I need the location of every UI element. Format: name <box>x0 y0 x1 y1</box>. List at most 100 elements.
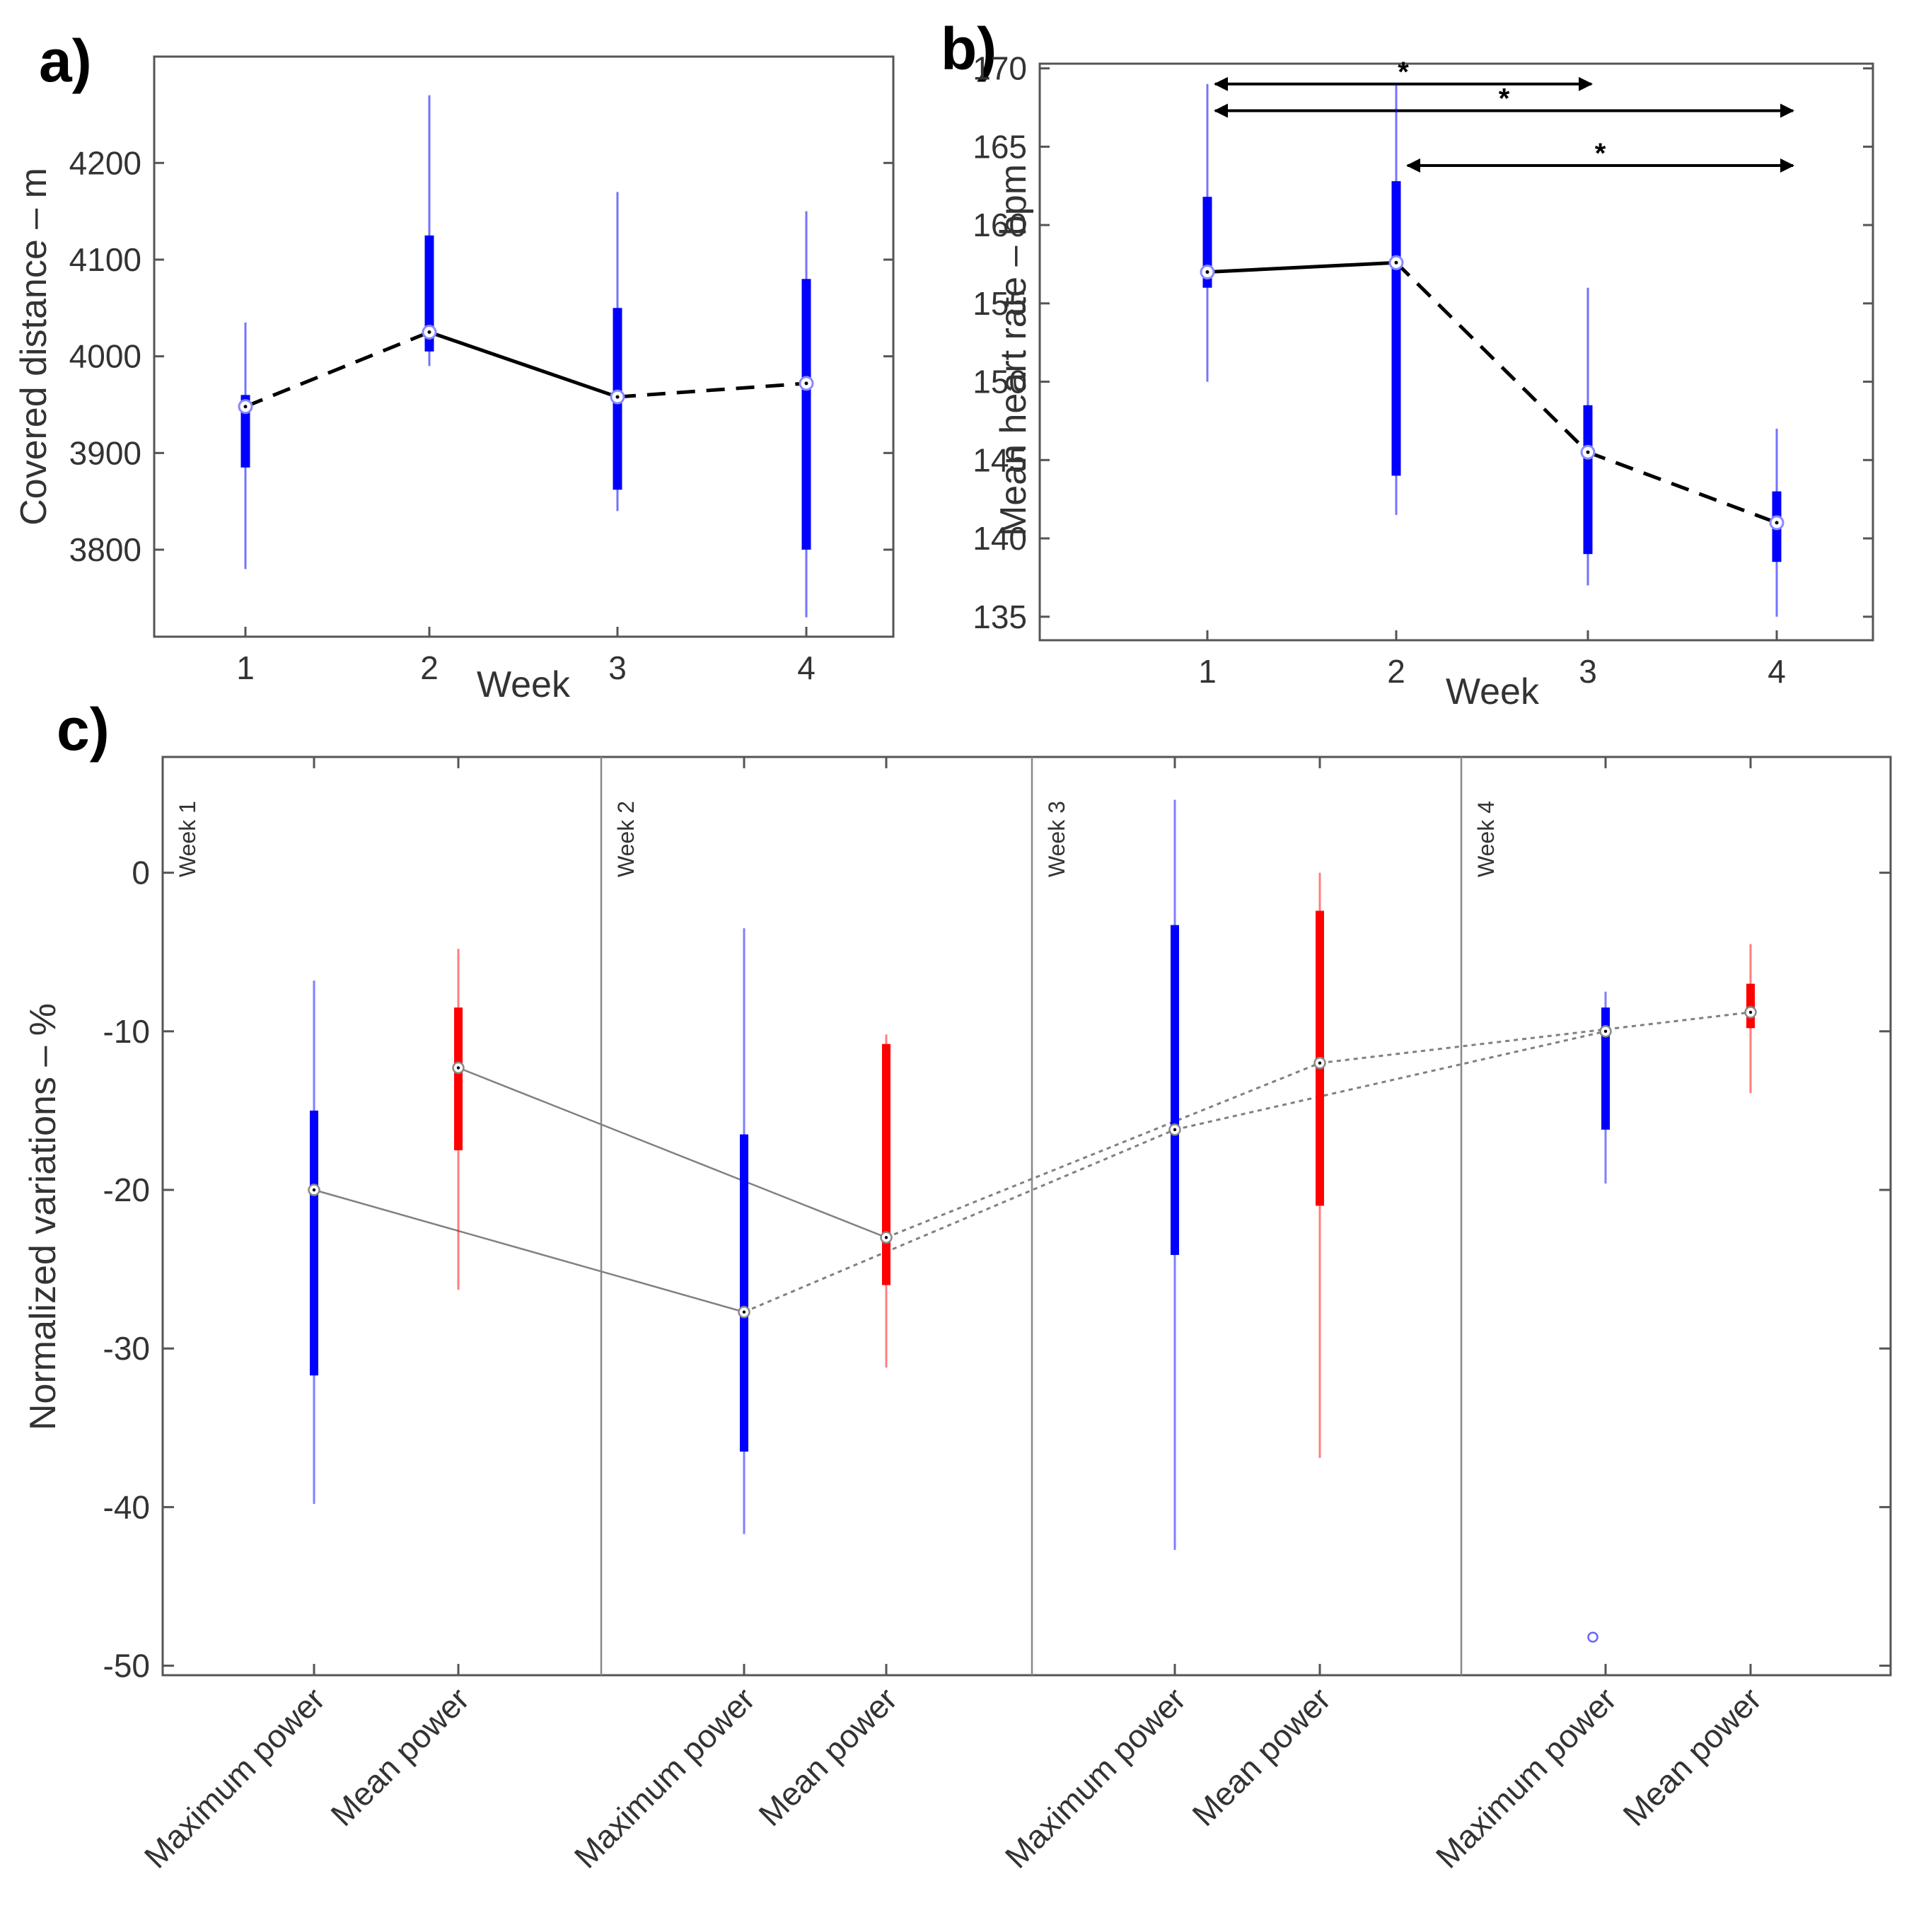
c-connector-line <box>1174 1030 1606 1131</box>
b-ytick-label: 145 <box>973 441 1027 478</box>
b-ytick-label: 135 <box>973 598 1027 635</box>
b-box <box>1391 181 1401 476</box>
c-median-dot <box>1318 1061 1322 1065</box>
significance-star: * <box>1398 57 1409 88</box>
c-median-dot <box>312 1188 316 1192</box>
c-connector-line <box>1319 1011 1751 1065</box>
c-connector-line <box>458 1067 887 1239</box>
a-connector-line <box>617 381 807 399</box>
a-median-dot <box>427 330 431 334</box>
c-ytick-label: 0 <box>132 855 150 891</box>
a-box <box>801 279 811 550</box>
c-category-label: Mean power <box>323 1680 476 1833</box>
c-connector-line <box>743 1128 1176 1314</box>
a-ytick-label: 4200 <box>69 144 141 181</box>
c-outlier <box>1587 1631 1598 1643</box>
a-ytick-label: 3800 <box>69 531 141 568</box>
panel-c-frame <box>161 756 1892 1677</box>
c-box <box>882 1043 890 1285</box>
b-ytick-label: 150 <box>973 364 1027 400</box>
panel-b-frame <box>1038 62 1874 642</box>
a-median-dot <box>615 395 620 399</box>
b-median-dot <box>1586 450 1590 454</box>
a-median-dot <box>243 405 248 409</box>
b-ytick-label: 140 <box>973 520 1027 557</box>
c-median-dot <box>1748 1010 1753 1014</box>
a-ytick-label: 4100 <box>69 241 141 278</box>
c-category-label: Mean power <box>1615 1680 1768 1833</box>
c-box <box>1171 925 1179 1255</box>
panel-c-boxes <box>308 799 1757 1643</box>
c-median-dot <box>884 1236 888 1239</box>
c-ytick-label: -30 <box>103 1330 150 1367</box>
week-group-label: Week 3 <box>1044 801 1069 877</box>
panel-c-chart: c) Week 1 Week 2 Week 3 Week 4 -50 -40 -30 -20… <box>23 696 1892 1875</box>
c-median-dot <box>742 1310 746 1314</box>
b-median-dot <box>1205 270 1209 274</box>
b-ytick-label: 160 <box>973 207 1027 243</box>
a-xtick-label: 4 <box>797 649 816 686</box>
c-category-label: Maximum power <box>998 1680 1193 1875</box>
panel-a-letter: a) <box>39 28 92 94</box>
panel-b-significance: * * * <box>1214 57 1794 173</box>
panel-a-boxes <box>238 95 814 618</box>
a-connector-line <box>429 330 618 399</box>
a-box <box>424 235 434 352</box>
c-median-dot <box>1603 1029 1608 1034</box>
a-xtick-label: 3 <box>608 649 627 686</box>
c-connector-line <box>886 1062 1321 1239</box>
panel-c-week-labels: Week 1 Week 2 Week 3 Week 4 <box>175 801 1499 877</box>
panel-b-y-ticks: 135 140 145 150 155 160 165 170 <box>973 50 1873 635</box>
a-xtick-label: 1 <box>236 649 255 686</box>
c-box <box>310 1110 318 1376</box>
c-median-dot <box>1173 1128 1177 1132</box>
a-connector-line <box>245 330 430 409</box>
panel-a-y-ticks: 3800 3900 4000 4100 4200 <box>69 144 893 568</box>
panel-c-week-dividers <box>600 757 1463 1675</box>
panel-a-frame <box>153 55 895 638</box>
b-xtick-label: 1 <box>1198 653 1217 690</box>
c-box <box>1746 983 1755 1029</box>
panel-b-boxes <box>1200 83 1785 617</box>
panel-a-chart: a) 3800 3900 4000 4100 4200 1 2 3 4 Week Covere… <box>13 28 895 705</box>
significance-star: * <box>1499 83 1510 114</box>
week-group-label: Week 4 <box>1473 801 1499 877</box>
panel-b-y-label: Mean heart rate – bpm <box>993 164 1034 536</box>
b-ytick-label: 165 <box>973 128 1027 165</box>
c-box <box>1601 1007 1610 1130</box>
b-median-dot <box>1775 521 1779 525</box>
b-connector-line <box>1587 450 1777 525</box>
b-xtick-label: 3 <box>1579 653 1597 690</box>
c-category-label: Maximum power <box>567 1680 762 1875</box>
c-ytick-label: -40 <box>103 1488 150 1525</box>
panel-a-x-label: Week <box>477 664 571 705</box>
a-xtick-label: 2 <box>420 649 439 686</box>
c-category-label: Mean power <box>1185 1680 1338 1833</box>
b-ytick-label: 155 <box>973 285 1027 322</box>
c-ytick-label: -20 <box>103 1172 150 1208</box>
a-median-dot <box>804 381 808 386</box>
week-group-label: Week 1 <box>175 801 200 877</box>
a-ytick-label: 3900 <box>69 434 141 471</box>
c-category-label: Maximum power <box>1429 1680 1623 1875</box>
b-xtick-label: 2 <box>1387 653 1405 690</box>
panel-a-connectors <box>245 330 807 409</box>
b-xtick-label: 4 <box>1768 653 1786 690</box>
panel-c-letter: c) <box>57 696 110 763</box>
panel-a-x-ticks: 1 2 3 4 <box>236 627 816 686</box>
panel-b-x-ticks: 1 2 3 4 <box>1198 630 1786 690</box>
panel-c-y-label: Normalized variations – % <box>23 1003 64 1430</box>
b-median-dot <box>1394 260 1398 265</box>
a-ytick-label: 4000 <box>69 338 141 375</box>
panel-b-x-label: Week <box>1446 671 1540 712</box>
panel-a-y-label: Covered distance – m <box>13 168 54 526</box>
panel-c-y-ticks: -50 -40 -30 -20 -10 0 <box>103 855 1891 1684</box>
c-ytick-label: -10 <box>103 1013 150 1050</box>
c-connector-line <box>313 1188 745 1313</box>
c-ytick-label: -50 <box>103 1648 150 1684</box>
b-box <box>1583 405 1593 555</box>
week-group-label: Week 2 <box>613 801 639 877</box>
panel-b-letter: b) <box>941 16 997 82</box>
